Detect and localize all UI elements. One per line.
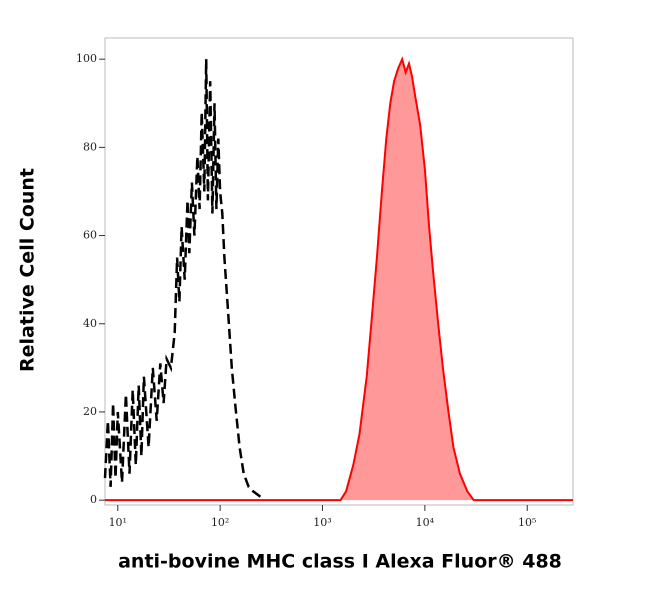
x-axis-label: anti-bovine MHC class I Alexa Fluor® 488 (118, 551, 562, 573)
x-tick-label: 10⁴ (416, 516, 435, 529)
filled-histogram (105, 56, 573, 502)
y-tick-label: 0 (90, 493, 97, 506)
dashed-histogram (103, 59, 266, 502)
x-tick-label: 10³ (313, 516, 331, 529)
y-tick-label: 20 (83, 405, 97, 418)
x-tick-label: 10⁵ (518, 516, 536, 529)
y-tick-label: 60 (83, 229, 97, 242)
y-tick-label: 100 (76, 52, 97, 65)
y-axis-label: Relative Cell Count (17, 168, 39, 372)
y-tick-label: 80 (83, 140, 97, 153)
x-tick-label: 10¹ (109, 516, 127, 529)
x-tick-label: 10² (211, 516, 229, 529)
y-tick-label: 40 (83, 317, 97, 330)
plot-frame (104, 37, 574, 506)
